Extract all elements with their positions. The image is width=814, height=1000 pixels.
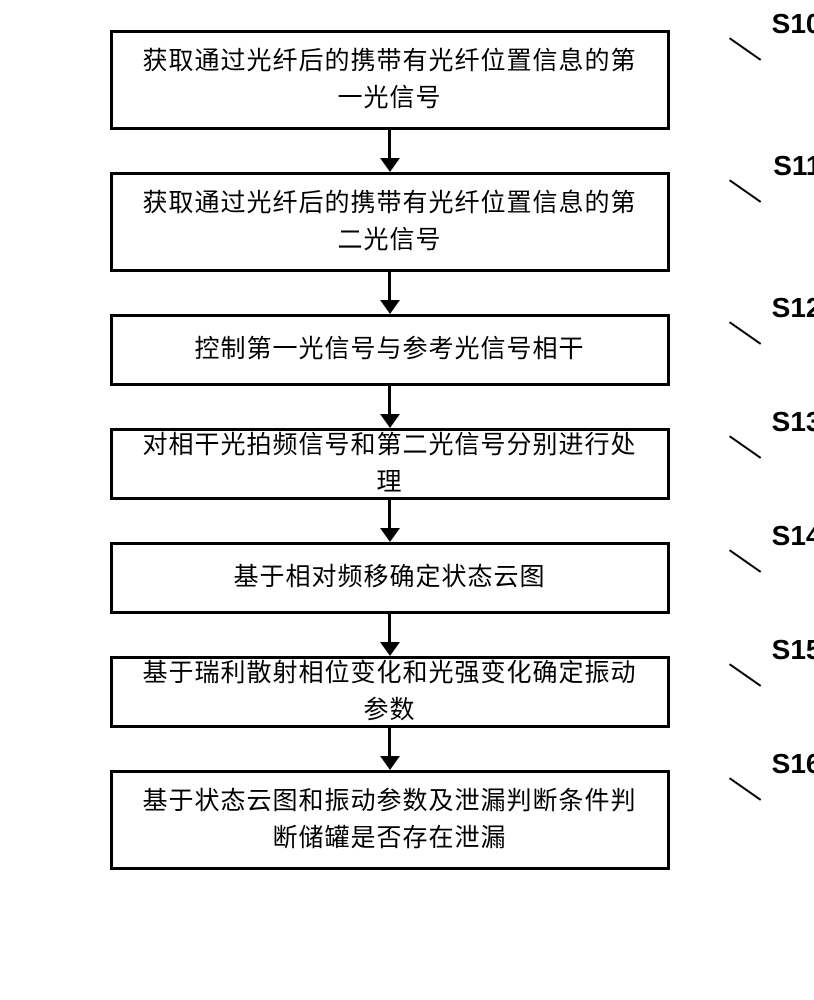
step-box-s10: 获取通过光纤后的携带有光纤位置信息的第一光信号 S10 [110, 30, 670, 130]
connector-line-s16 [729, 777, 761, 800]
step-container-s15: 基于瑞利散射相位变化和光强变化确定振动参数 S15 [0, 656, 814, 770]
step-box-s15: 基于瑞利散射相位变化和光强变化确定振动参数 S15 [110, 656, 670, 728]
step-text-s14: 基于相对频移确定状态云图 [233, 559, 545, 597]
step-box-s16: 基于状态云图和振动参数及泄漏判断条件判断储罐是否存在泄漏 S16 [110, 770, 670, 870]
step-box-s12: 控制第一光信号与参考光信号相干 S12 [110, 314, 670, 386]
arrow-line [388, 386, 391, 414]
arrow-head-icon [380, 528, 400, 542]
step-label-s10: S10 [772, 8, 814, 40]
step-container-s11: 获取通过光纤后的携带有光纤位置信息的第二光信号 S11 [0, 172, 814, 314]
arrow-line [388, 728, 391, 756]
step-text-s16: 基于状态云图和振动参数及泄漏判断条件判断储罐是否存在泄漏 [133, 783, 647, 858]
connector-line-s11 [729, 179, 761, 202]
arrow-head-icon [380, 300, 400, 314]
step-text-s15: 基于瑞利散射相位变化和光强变化确定振动参数 [133, 655, 647, 730]
connector-line-s13 [729, 435, 761, 458]
connector-line-s15 [729, 663, 761, 686]
step-box-s14: 基于相对频移确定状态云图 S14 [110, 542, 670, 614]
step-text-s12: 控制第一光信号与参考光信号相干 [194, 331, 584, 369]
step-label-s12: S12 [772, 292, 814, 324]
connector-line-s12 [729, 321, 761, 344]
arrow-line [388, 614, 391, 642]
flowchart-container: 获取通过光纤后的携带有光纤位置信息的第一光信号 S10 获取通过光纤后的携带有光… [0, 0, 814, 1000]
step-container-s16: 基于状态云图和振动参数及泄漏判断条件判断储罐是否存在泄漏 S16 [0, 770, 814, 870]
step-box-s13: 对相干光拍频信号和第二光信号分别进行处理 S13 [110, 428, 670, 500]
step-box-s11: 获取通过光纤后的携带有光纤位置信息的第二光信号 S11 [110, 172, 670, 272]
arrow-line [388, 272, 391, 300]
arrow-head-icon [380, 158, 400, 172]
step-container-s13: 对相干光拍频信号和第二光信号分别进行处理 S13 [0, 428, 814, 542]
step-container-s14: 基于相对频移确定状态云图 S14 [0, 542, 814, 656]
arrow-s15-s16 [380, 728, 400, 770]
arrow-s14-s15 [380, 614, 400, 656]
step-label-s14: S14 [772, 520, 814, 552]
connector-line-s14 [729, 549, 761, 572]
arrow-s11-s12 [380, 272, 400, 314]
step-text-s10: 获取通过光纤后的携带有光纤位置信息的第一光信号 [133, 43, 647, 118]
step-text-s13: 对相干光拍频信号和第二光信号分别进行处理 [133, 427, 647, 502]
arrow-s10-s11 [380, 130, 400, 172]
step-container-s10: 获取通过光纤后的携带有光纤位置信息的第一光信号 S10 [0, 30, 814, 172]
arrow-line [388, 500, 391, 528]
arrow-s13-s14 [380, 500, 400, 542]
step-label-s15: S15 [772, 634, 814, 666]
arrow-head-icon [380, 756, 400, 770]
step-text-s11: 获取通过光纤后的携带有光纤位置信息的第二光信号 [133, 185, 647, 260]
arrow-line [388, 130, 391, 158]
step-label-s11: S11 [773, 150, 814, 182]
step-container-s12: 控制第一光信号与参考光信号相干 S12 [0, 314, 814, 428]
step-label-s13: S13 [772, 406, 814, 438]
step-label-s16: S16 [772, 748, 814, 780]
arrow-s12-s13 [380, 386, 400, 428]
connector-line-s10 [729, 37, 761, 60]
